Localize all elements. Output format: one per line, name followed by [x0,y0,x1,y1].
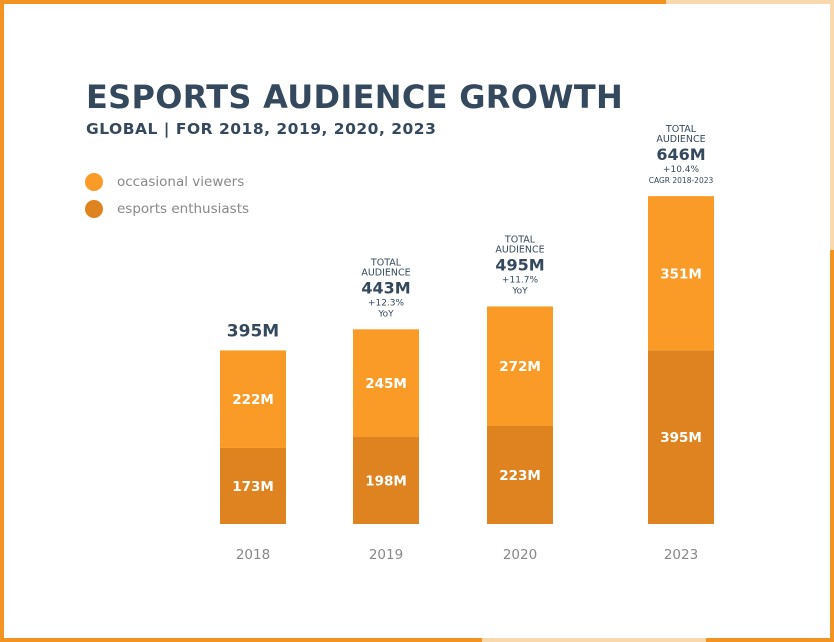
total-note: +12.3% [368,298,405,308]
bar-segment-enthusiasts [353,436,419,524]
border-top [0,0,666,4]
legend: occasional viewers esports enthusiasts [85,172,249,226]
bar-segment-enthusiasts [220,447,286,524]
bar-value-label: 272M [499,359,541,375]
total-value: 495M [495,255,544,274]
legend-dot-icon [85,200,103,218]
total-note: +10.4% [663,165,700,175]
total-heading: AUDIENCE [361,267,410,278]
bar-value-label: 222M [232,392,274,408]
total-note: YoY [511,286,528,296]
border-left [0,0,4,642]
total-value: 443M [361,278,410,297]
legend-label: occasional viewers [117,174,245,190]
border-bottom-light [482,638,706,642]
x-tick-label: 2020 [503,547,537,563]
border-top-light [666,0,834,4]
legend-label: esports enthusiasts [117,201,250,217]
bar-value-label: 245M [365,376,407,392]
bar-segment-enthusiasts [487,425,553,524]
legend-item-enthusiast: esports enthusiasts [85,199,249,219]
total-heading: TOTAL [665,124,697,135]
border-right-light [830,0,834,250]
border-bottom-end [706,638,834,642]
bar-value-label: 198M [365,473,407,489]
total-heading: TOTAL [370,257,402,268]
border-bottom [0,638,482,642]
total-heading: TOTAL [504,234,536,245]
bar-segment-occasional [353,329,419,437]
legend-item-occasional: occasional viewers [85,172,249,192]
total-heading: AUDIENCE [495,244,544,255]
chart-title: ESPORTS AUDIENCE GROWTH [86,78,624,116]
bar-segment-enthusiasts [648,350,714,524]
total-value: 646M [656,145,705,164]
bar-segment-occasional [487,306,553,426]
x-tick-label: 2023 [664,547,698,563]
bar-value-label: 395M [660,430,702,446]
total-note: +11.7% [502,275,539,285]
bar-segment-occasional [220,350,286,448]
total-note: YoY [377,309,394,319]
chart-subtitle: GLOBAL | FOR 2018, 2019, 2020, 2023 [86,120,437,138]
bar-value-label: 223M [499,468,541,484]
total-heading: AUDIENCE [656,134,705,145]
x-tick-label: 2018 [236,547,270,563]
border-right [830,250,834,642]
bar-value-label: 351M [660,266,702,282]
bar-segment-occasional [648,196,714,351]
legend-dot-icon [85,173,103,191]
total-value: 395M [227,321,279,341]
bar-value-label: 173M [232,479,274,495]
total-note: CAGR 2018-2023 [649,176,714,185]
x-tick-label: 2019 [369,547,403,563]
